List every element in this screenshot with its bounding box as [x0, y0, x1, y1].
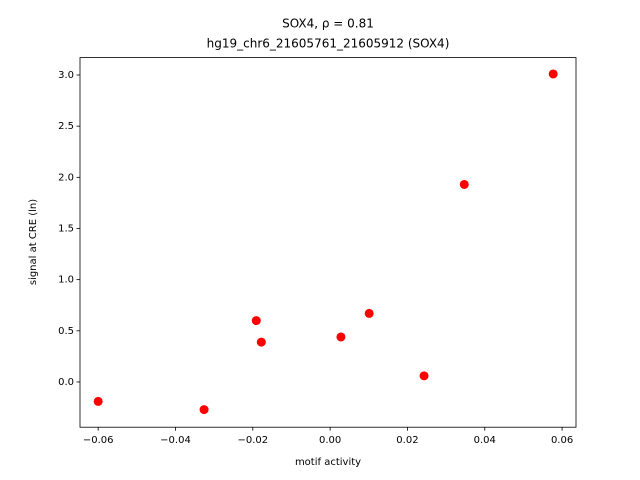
y-axis-label: signal at CRE (ln) — [28, 199, 39, 285]
x-tick-label: −0.04 — [160, 435, 191, 446]
point — [256, 337, 266, 347]
point — [419, 371, 429, 381]
y-tick-label: 2.5 — [58, 121, 74, 132]
y-tick-label: 3.0 — [58, 70, 74, 81]
point — [199, 405, 209, 415]
point — [364, 308, 374, 318]
point — [459, 179, 469, 189]
chart-subtitle: hg19_chr6_21605761_21605912 (SOX4) — [207, 37, 450, 51]
x-tick-label: 0.06 — [551, 435, 573, 446]
point — [336, 332, 346, 342]
x-tick-label: −0.06 — [83, 435, 114, 446]
point — [251, 316, 261, 326]
y-tick-label: 0.0 — [58, 377, 74, 388]
point — [93, 396, 103, 406]
y-tick-label: 1.0 — [58, 275, 74, 286]
plot-frame — [79, 57, 577, 428]
x-tick-label: 0.04 — [474, 435, 496, 446]
x-tick-label: −0.02 — [237, 435, 268, 446]
point — [548, 69, 558, 79]
x-tick-label: 0.00 — [319, 435, 341, 446]
y-tick-label: 2.0 — [58, 172, 74, 183]
y-tick-label: 0.5 — [58, 326, 74, 337]
y-tick-label: 1.5 — [58, 223, 74, 234]
chart-title: SOX4, ρ = 0.81 — [282, 17, 374, 31]
x-axis-label: motif activity — [295, 457, 361, 468]
x-tick-label: 0.02 — [396, 435, 418, 446]
